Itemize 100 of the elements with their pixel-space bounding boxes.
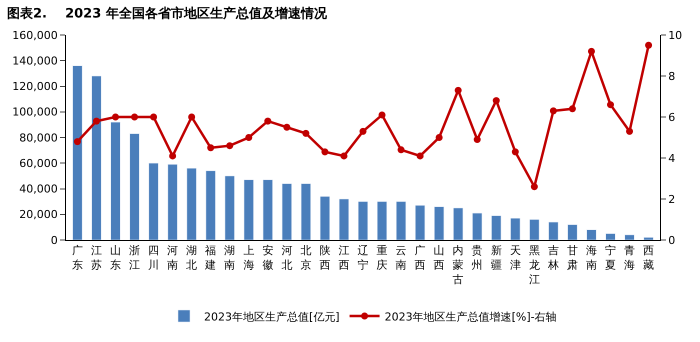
- x-tick-label: 江西: [338, 244, 350, 272]
- x-tick-label: 广西: [414, 244, 426, 272]
- y-tick-label: 40,000: [19, 182, 58, 196]
- x-tick-label: 青海: [624, 244, 636, 272]
- x-tick-label: 新疆: [490, 244, 502, 272]
- bar: [377, 201, 388, 240]
- x-tick-label: 天津: [510, 244, 521, 272]
- bar: [548, 222, 558, 240]
- x-tick-label: 海南: [586, 244, 597, 272]
- point: [150, 114, 158, 120]
- bar: [434, 206, 444, 240]
- point: [436, 134, 443, 141]
- x-tick-label: 贵州: [472, 244, 483, 272]
- x-tick-label: 内蒙古: [452, 244, 464, 286]
- y2-tick-label: 2: [668, 192, 676, 206]
- point: [626, 128, 634, 135]
- bar: [472, 212, 482, 240]
- bar: [206, 170, 216, 240]
- point: [188, 114, 196, 120]
- bar: [224, 176, 235, 240]
- point: [360, 128, 366, 135]
- point: [550, 107, 557, 114]
- point: [474, 136, 481, 144]
- bar: [338, 198, 349, 240]
- bar: [300, 183, 311, 240]
- x-tick-label: 河南: [167, 244, 178, 272]
- point: [340, 152, 348, 160]
- bar: [491, 215, 502, 240]
- y-tick-label: 60,000: [19, 156, 58, 170]
- bar: [262, 180, 273, 240]
- point: [568, 105, 576, 112]
- y2-tick-label: 6: [668, 110, 676, 124]
- x-tick-label: 云南: [396, 244, 407, 272]
- x-tick-label: 广东: [72, 244, 83, 272]
- bar: [605, 233, 616, 240]
- y-tick-label: 0: [50, 234, 58, 247]
- bar: [110, 122, 121, 240]
- x-tick-label: 四川: [148, 244, 160, 272]
- point: [74, 138, 81, 146]
- x-tick-label: 黑龙江: [528, 244, 540, 286]
- x-tick-label: 吉林: [546, 244, 559, 272]
- bar: [586, 230, 596, 240]
- bar: [567, 224, 578, 240]
- bar: [320, 196, 330, 240]
- x-tick-label: 江苏: [90, 244, 102, 272]
- y-tick-label: 120,000: [12, 80, 58, 94]
- point: [398, 146, 405, 154]
- bar: [244, 180, 254, 240]
- x-tick-label: 湖南: [224, 244, 236, 272]
- x-tick-label: 辽宁: [358, 244, 368, 272]
- chart-title: 图表2. 2023 年全国各省市地区生产总值及增速情况: [7, 6, 328, 22]
- bar: [282, 183, 292, 240]
- x-tick-label: 山西: [434, 244, 445, 272]
- x-tick-label: 甘肃: [566, 244, 578, 272]
- point: [512, 148, 519, 156]
- x-tick-label: 湖北: [186, 244, 198, 272]
- point: [131, 114, 138, 120]
- bar: [148, 162, 159, 240]
- bar: [644, 237, 654, 240]
- y-tick-label: 80,000: [19, 131, 58, 144]
- bar: [186, 168, 197, 240]
- point: [530, 183, 538, 190]
- y-tick-label: 140,000: [12, 54, 58, 68]
- x-tick-label: 重庆: [376, 244, 388, 272]
- point: [302, 130, 310, 137]
- x-tick-label: 河北: [281, 244, 292, 272]
- point: [416, 152, 424, 160]
- bar: [358, 201, 368, 240]
- bar: [91, 76, 102, 240]
- legend-label: 2023年地区生产总值[亿元]: [204, 310, 340, 324]
- bar: [453, 208, 464, 240]
- x-tick-label: 山东: [110, 244, 121, 272]
- point: [264, 118, 272, 125]
- point: [492, 97, 500, 104]
- bar: [72, 66, 82, 240]
- y-tick-label: 100,000: [12, 106, 58, 119]
- bar: [168, 164, 178, 240]
- point: [283, 124, 290, 131]
- point: [169, 152, 176, 160]
- y2-tick-label: 10: [668, 28, 682, 42]
- x-tick-label: 陕西: [319, 244, 330, 272]
- bar: [396, 201, 406, 240]
- point: [321, 148, 328, 156]
- point: [245, 134, 252, 141]
- x-tick-label: 安徽: [262, 244, 274, 272]
- x-tick-label: 宁夏: [605, 244, 616, 272]
- x-tick-label: 上海: [243, 244, 254, 272]
- bar: [415, 205, 426, 240]
- bar: [624, 234, 635, 240]
- x-tick-label: 浙江: [129, 244, 140, 272]
- x-tick-label: 福建: [204, 244, 216, 272]
- y2-tick-label: 8: [668, 70, 676, 83]
- point: [607, 101, 614, 108]
- point: [378, 111, 386, 118]
- bar: [130, 133, 140, 240]
- y2-tick-label: 4: [668, 152, 676, 165]
- point: [645, 42, 652, 49]
- point: [207, 144, 214, 152]
- point: [588, 48, 595, 55]
- x-tick-label: 西藏: [643, 244, 654, 272]
